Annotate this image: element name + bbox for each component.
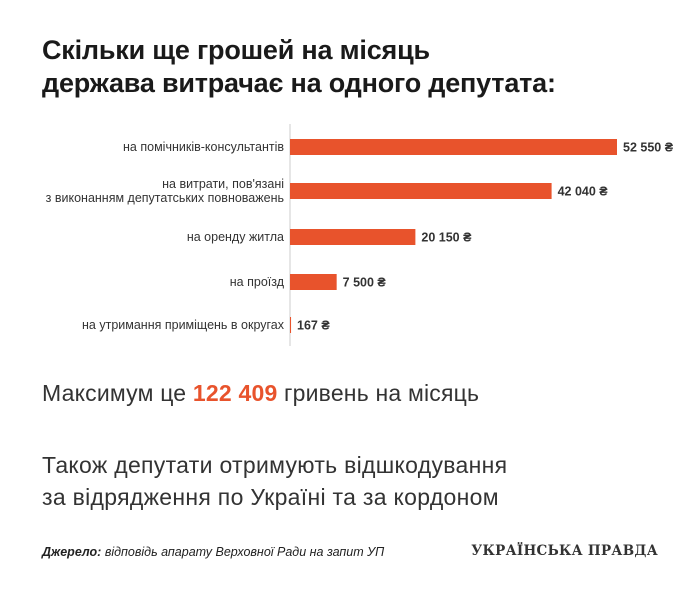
category-label-0-line-0: на помічників-консультантів bbox=[123, 140, 284, 154]
bar-0 bbox=[290, 139, 617, 155]
note-line-2: за відрядження по Україні та за кордоном bbox=[42, 484, 499, 510]
category-label-4-line-0: на утримання приміщень в округах bbox=[82, 318, 285, 332]
category-label-3-line-0: на проїзд bbox=[230, 275, 285, 289]
summary-amount: 122 409 bbox=[192, 380, 278, 406]
category-label-2: на оренду житла bbox=[187, 230, 284, 244]
category-label-1-line-1: з виконанням депутатських повноважень bbox=[46, 191, 284, 205]
summary-prefix: Максимум це bbox=[42, 380, 193, 406]
category-label-4: на утримання приміщень в округах bbox=[82, 318, 285, 332]
category-label-1-line-0: на витрати, пов'язані bbox=[162, 177, 284, 191]
bar-4 bbox=[290, 317, 292, 333]
publisher-logo: УКРАЇНСЬКА ПРАВДА bbox=[471, 543, 658, 559]
bar-chart: 52 550 ₴ на помічників-консультантів 42 04… bbox=[46, 124, 674, 346]
category-label-3: на проїзд bbox=[230, 275, 285, 289]
value-label-3: 7 500 ₴ bbox=[343, 276, 387, 290]
category-label-1: на витрати, пов'язані з виконанням депута… bbox=[46, 177, 284, 205]
category-label-0: на помічників-консультантів bbox=[123, 140, 284, 154]
bar-2 bbox=[290, 229, 416, 245]
title-line-1: Скільки ще грошей на місяць bbox=[42, 35, 430, 65]
note-line-1: Також депутати отримують відшкодування bbox=[42, 452, 508, 478]
chart-title: Скільки ще грошей на місяць держава витр… bbox=[42, 34, 662, 100]
note-text: Також депутати отримують відшкодування з… bbox=[42, 449, 507, 513]
summary-suffix: гривень на місяць bbox=[277, 380, 480, 406]
value-label-2: 20 150 ₴ bbox=[421, 231, 472, 245]
value-label-1: 42 040 ₴ bbox=[558, 185, 609, 199]
value-label-0: 52 550 ₴ bbox=[623, 141, 674, 155]
source-text: відповідь апарату Верховної Ради на запи… bbox=[101, 545, 385, 559]
bar-1 bbox=[290, 183, 552, 199]
value-label-4: 167 ₴ bbox=[297, 319, 330, 333]
category-label-2-line-0: на оренду житла bbox=[187, 230, 284, 244]
title-line-2: держава витрачає на одного депутата: bbox=[42, 68, 556, 98]
source-credit: Джерело: відповідь апарату Верховної Рад… bbox=[42, 545, 384, 559]
source-label: Джерело: bbox=[42, 545, 102, 559]
bar-3 bbox=[290, 274, 337, 290]
summary-text: Максимум це 122 409 гривень на місяць bbox=[42, 380, 479, 407]
